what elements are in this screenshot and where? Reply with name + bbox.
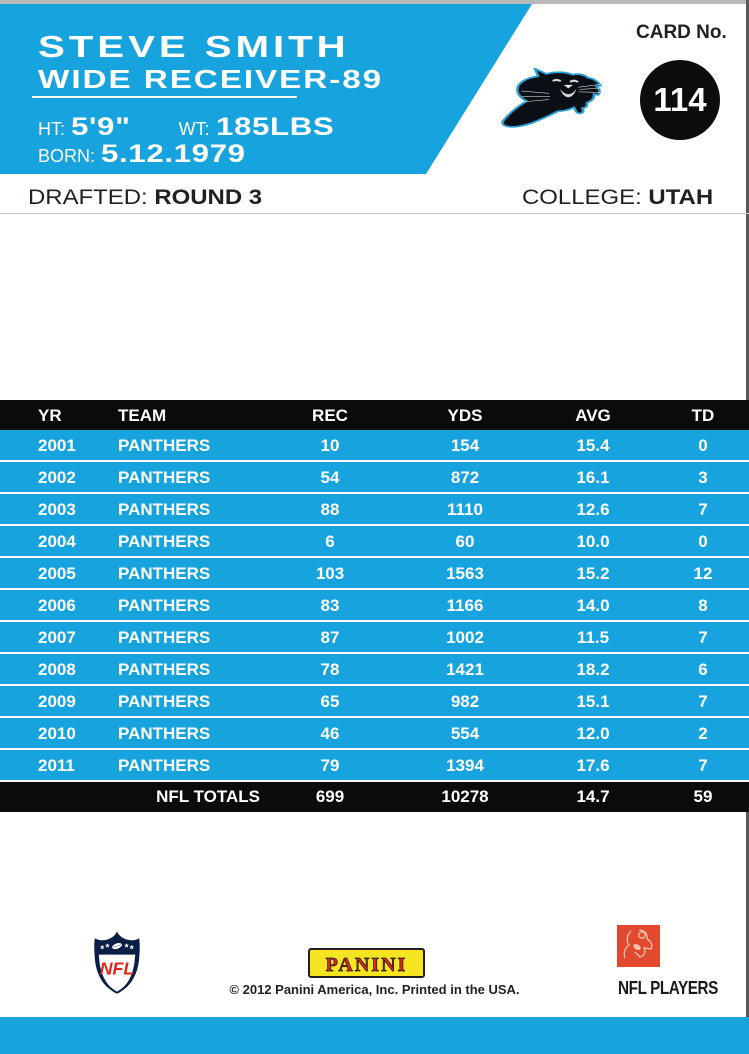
svg-text:NFL: NFL xyxy=(100,958,135,978)
